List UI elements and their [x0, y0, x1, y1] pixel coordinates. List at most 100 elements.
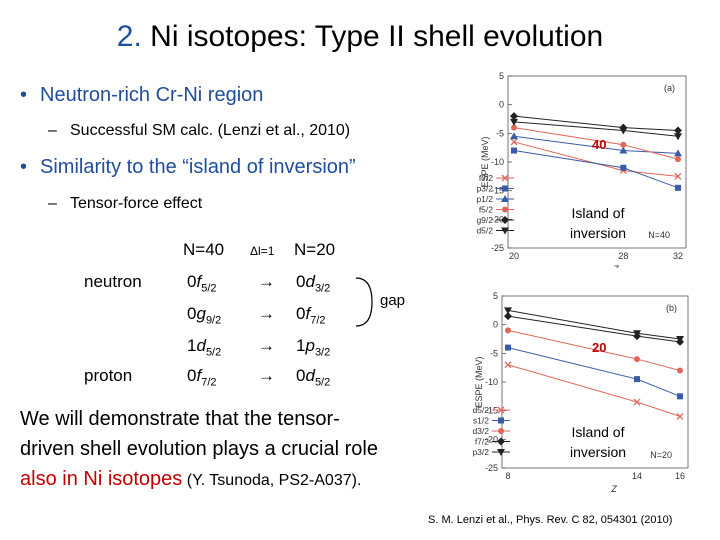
y-tick-label: -20	[485, 434, 498, 444]
magic-number-40: 40	[592, 137, 607, 152]
series-line-f7-2	[507, 315, 681, 343]
magic-number-20: 20	[592, 340, 607, 355]
sub-bullet-2-text: Tensor-force effect	[70, 195, 203, 212]
data-point	[675, 156, 681, 163]
legend-marker	[502, 185, 508, 192]
data-point	[511, 147, 517, 154]
legend-marker	[497, 437, 505, 446]
orbital-right-1: 0d3/2	[296, 272, 331, 295]
series-line-d5-2	[507, 364, 681, 417]
data-point	[510, 132, 518, 140]
data-point	[620, 141, 627, 148]
conclusion-line-1: We will demonstrate that the tensor-	[20, 408, 340, 430]
x-tick-label: 28	[618, 251, 628, 261]
sub-bullet-1-text: Successful SM calc. (Lenzi et al., 2010)	[70, 122, 351, 139]
legend-marker	[501, 216, 509, 224]
data-point	[675, 184, 681, 191]
legend-label: p3/2	[472, 447, 489, 457]
data-point	[677, 393, 683, 400]
orbital-left-3: 1d5/2	[187, 336, 222, 359]
data-point	[676, 336, 684, 343]
orbital-right-4: 0d5/2	[296, 366, 331, 389]
data-point	[674, 149, 682, 157]
legend-label: d5/2	[476, 226, 493, 236]
legend-label: p1/2	[476, 194, 493, 204]
data-point	[510, 118, 518, 126]
y-tick-label: -15	[491, 186, 504, 196]
arrow-1: →	[258, 272, 275, 291]
data-point	[504, 361, 512, 369]
legend-label: f7/2	[475, 437, 489, 447]
y-tick-label: -5	[490, 348, 498, 358]
data-point	[634, 376, 640, 383]
y-tick-label: -20	[491, 214, 504, 224]
data-point	[633, 330, 641, 338]
data-point	[674, 126, 682, 135]
island-label-a: Island of inversion	[569, 205, 627, 241]
gap-bracket	[355, 277, 373, 327]
conclusion-line-3: also in Ni isotopes (Y. Tsunoda, PS2-A03…	[20, 464, 420, 496]
header-delta-l: Δl=1	[250, 244, 275, 258]
data-point	[633, 398, 641, 406]
conclusion-citation: (Y. Tsunoda, PS2-A037).	[182, 472, 362, 489]
bullet-2: • Similarity to the “island of inversion”	[20, 156, 356, 179]
data-point	[677, 367, 683, 374]
conclusion-text: We will demonstrate that the tensor- dri…	[20, 404, 420, 496]
legend-label: d5/2	[472, 405, 489, 415]
legend-marker	[501, 195, 509, 202]
legend-label: s1/2	[473, 416, 489, 426]
legend-marker	[498, 428, 504, 434]
orbital-right-3: 1p3/2	[296, 336, 331, 359]
data-point	[505, 327, 511, 334]
y-tick-label: -10	[491, 157, 504, 167]
y-tick-label: -5	[496, 128, 504, 138]
data-point	[619, 127, 628, 135]
legend-marker	[502, 206, 508, 213]
legend-label: p3/2	[476, 184, 493, 194]
legend-label: f7/2	[479, 173, 493, 183]
data-point	[510, 138, 518, 146]
data-point	[504, 312, 512, 321]
gap-label: gap	[380, 292, 406, 309]
espe-chart-a: 5 0 -5 -10 -15 -20 -25 20 28 32 Z ESPE (MeV) (a) N=40…	[476, 71, 687, 268]
bullet-1: • Neutron-rich Cr-Ni region	[20, 84, 263, 107]
y-tick-label: 5	[493, 291, 498, 301]
data-point	[505, 344, 511, 351]
y-tick-label: -15	[485, 406, 498, 416]
x-axis-label: Z	[612, 264, 619, 268]
data-point	[634, 356, 640, 363]
orbital-left-2: 0g9/2	[187, 304, 222, 327]
legend-label: f5/2	[479, 205, 493, 215]
panel-label: (b)	[666, 303, 677, 313]
conclusion-highlight: also in Ni isotopes	[20, 468, 183, 490]
arrow-2: →	[258, 304, 275, 323]
legend-marker	[497, 449, 505, 456]
legend-marker	[501, 227, 509, 235]
data-point	[674, 172, 682, 180]
legend-label: g9/2	[476, 215, 493, 225]
legend-label: d3/2	[472, 426, 489, 436]
data-point	[676, 412, 684, 420]
x-tick-label: 16	[675, 471, 685, 481]
sub-bullet-1: – Successful SM calc. (Lenzi et al., 2010…	[48, 122, 350, 140]
title-number: 2.	[116, 20, 142, 53]
series-line-p3-2	[507, 309, 681, 340]
dash-marker: –	[48, 122, 57, 139]
bullet-dot: •	[20, 156, 28, 178]
y-tick-label: -25	[491, 243, 504, 253]
y-axis-label: ESPE (MeV)	[480, 136, 490, 187]
panel-label: (a)	[664, 83, 675, 93]
bullet-2-text: Similarity to the “island of inversion”	[40, 156, 356, 178]
y-tick-label: -10	[485, 377, 498, 387]
conclusion-line-2: driven shell evolution plays a crucial r…	[20, 438, 378, 460]
x-axis-label: Z	[610, 484, 617, 494]
data-point	[504, 307, 512, 315]
header-n40: N=40	[183, 240, 225, 259]
data-point	[620, 164, 627, 171]
inset-label: N=20	[650, 450, 672, 460]
data-point	[510, 112, 518, 121]
sub-bullet-2: – Tensor-force effect	[48, 195, 202, 213]
x-tick-label: 20	[509, 251, 519, 261]
y-tick-label: 5	[499, 71, 504, 81]
x-tick-label: 14	[632, 471, 642, 481]
